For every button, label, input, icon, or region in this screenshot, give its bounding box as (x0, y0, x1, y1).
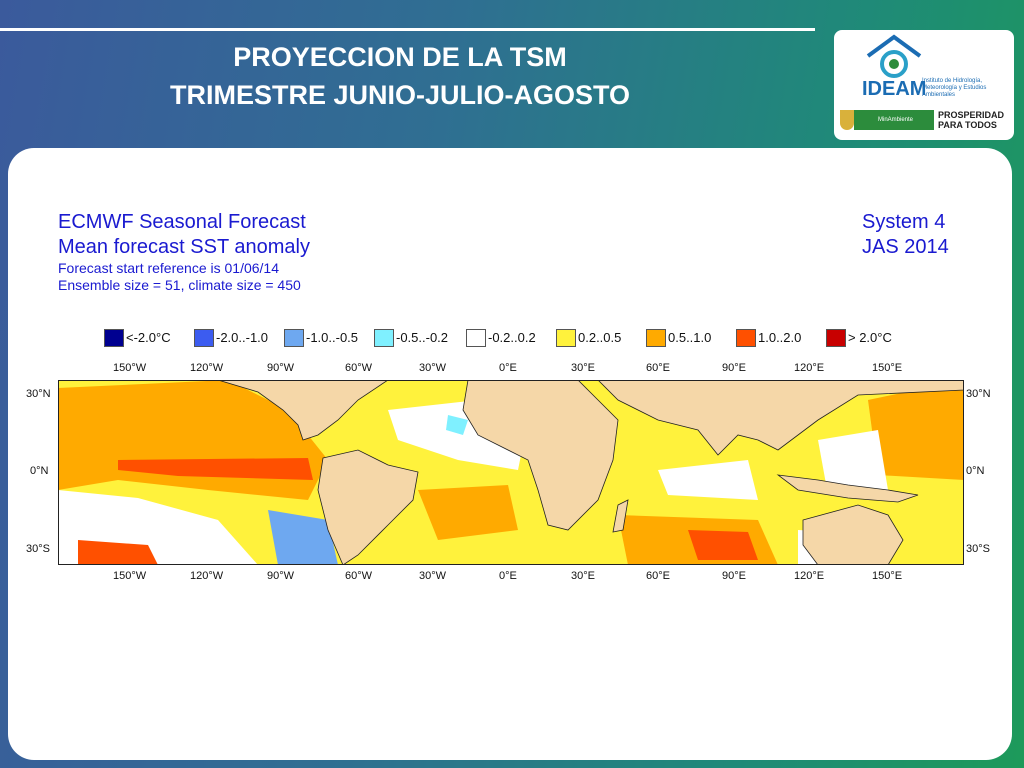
anomaly-patch (688, 530, 758, 560)
lon-tick-bottom: 120°E (794, 570, 825, 582)
anomaly-patch (868, 380, 964, 480)
colombia-shield-icon (840, 110, 854, 130)
legend-swatch (284, 329, 304, 347)
lat-tick-left: 30°N (26, 388, 51, 400)
legend-swatch (556, 329, 576, 347)
ideam-wordmark: IDEAM (862, 78, 927, 100)
legend-swatch (736, 329, 756, 347)
anomaly-patch (418, 485, 518, 540)
land-eurasia (597, 380, 964, 456)
lon-tick-top: 60°E (646, 362, 670, 374)
anomaly-patch (268, 510, 338, 565)
land-australia (802, 504, 904, 565)
forecast-header: ECMWF Seasonal Forecast Mean forecast SS… (58, 210, 310, 294)
sst-anomaly-map (58, 380, 964, 565)
slide-title: PROYECCION DE LA TSM TRIMESTRE JUNIO-JUL… (90, 38, 710, 114)
anomaly-patch (658, 460, 758, 500)
prosperidad-logo: PROSPERIDAD PARA TODOS (938, 110, 1005, 130)
lon-tick-bottom: 30°E (571, 570, 595, 582)
legend-swatch (374, 329, 394, 347)
lon-tick-top: 90°E (722, 362, 746, 374)
lon-tick-bottom: 0°E (499, 570, 517, 582)
legend-swatch (104, 329, 124, 347)
lat-tick-left: 0°N (30, 465, 49, 477)
land-madagascar (612, 499, 629, 533)
lon-tick-bottom: 150°W (113, 570, 147, 582)
lon-tick-top: 0°E (499, 362, 517, 374)
legend-label: 0.2..0.5 (578, 330, 622, 345)
forecast-title: ECMWF Seasonal Forecast (58, 211, 306, 233)
lon-tick-top: 90°W (267, 362, 295, 374)
forecast-start-reference: Forecast start reference is 01/06/14 (58, 260, 279, 276)
lon-tick-top: 150°E (872, 362, 903, 374)
slide-title-line1: PROYECCION DE LA TSM (233, 42, 567, 72)
map-frame (58, 380, 964, 565)
lat-tick-right: 30°S (966, 543, 990, 555)
lon-tick-top: 30°W (419, 362, 447, 374)
land-africa (462, 380, 619, 531)
legend-swatch (826, 329, 846, 347)
legend-label: 1.0..2.0 (758, 330, 802, 345)
lon-tick-top: 150°W (113, 362, 147, 374)
anomaly-patch (118, 458, 313, 480)
lon-tick-bottom: 90°E (722, 570, 746, 582)
lon-tick-bottom: 90°W (267, 570, 295, 582)
anomaly-patch (78, 540, 158, 565)
lon-tick-bottom: 150°E (872, 570, 903, 582)
lat-tick-right: 30°N (966, 388, 991, 400)
land-north-america (217, 380, 389, 441)
forecast-system: System 4 (862, 211, 946, 233)
legend-label: > 2.0°C (848, 330, 892, 345)
legend-swatch (194, 329, 214, 347)
land-indonesia (776, 474, 919, 503)
lon-tick-bottom: 60°W (345, 570, 373, 582)
anomaly-patch (446, 415, 468, 435)
forecast-ensemble-size: Ensemble size = 51, climate size = 450 (58, 277, 301, 293)
legend-label: -0.2..0.2 (488, 330, 536, 345)
slide-title-line2: TRIMESTRE JUNIO-JULIO-AGOSTO (169, 80, 631, 110)
lon-tick-bottom: 60°E (646, 570, 670, 582)
legend-label: -0.5..-0.2 (396, 330, 449, 345)
lon-tick-top: 30°E (571, 362, 595, 374)
anomaly-patch (818, 430, 888, 495)
legend-label: <-2.0°C (126, 330, 171, 345)
ideam-subtitle: Instituto de Hidrología, Meteorología y … (922, 78, 987, 98)
forecast-period: JAS 2014 (862, 236, 949, 258)
lon-tick-bottom: 30°W (419, 570, 447, 582)
lon-tick-bottom: 120°W (190, 570, 224, 582)
legend-label: 0.5..1.0 (668, 330, 712, 345)
lon-tick-top: 60°W (345, 362, 373, 374)
legend-swatch (466, 329, 486, 347)
legend-label: -1.0..-0.5 (306, 330, 359, 345)
lon-tick-top: 120°E (794, 362, 825, 374)
forecast-subtitle: Mean forecast SST anomaly (58, 236, 310, 258)
ideam-emblem-icon (866, 34, 922, 78)
lat-tick-right: 0°N (966, 465, 985, 477)
lon-tick-top: 120°W (190, 362, 224, 374)
header-divider-line (0, 28, 815, 31)
legend-swatch (646, 329, 666, 347)
land-south-america (317, 449, 419, 565)
forecast-system-info: System 4 JAS 2014 (862, 210, 949, 260)
legend-label: -2.0..-1.0 (216, 330, 269, 345)
lat-tick-left: 30°S (26, 543, 50, 555)
ideam-logo: IDEAM Instituto de Hidrología, Meteorolo… (834, 30, 1014, 140)
ministry-badge: MinAmbiente (854, 110, 934, 130)
